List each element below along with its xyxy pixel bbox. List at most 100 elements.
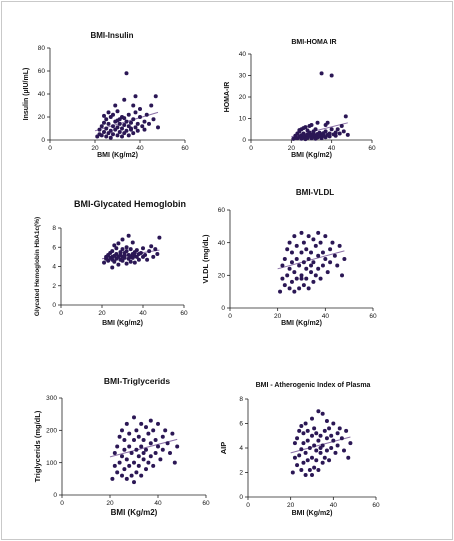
y-tick-label: 2	[52, 283, 56, 290]
data-point	[156, 444, 160, 449]
data-point	[139, 421, 144, 426]
x-tick-label: 40	[154, 500, 162, 507]
data-point	[297, 453, 302, 458]
data-point	[304, 266, 309, 271]
data-point	[117, 460, 122, 465]
data-point	[327, 131, 332, 136]
y-tick-label: 200	[46, 428, 57, 435]
data-point	[327, 458, 332, 463]
data-point	[145, 257, 150, 262]
data-point	[316, 409, 321, 414]
data-point	[122, 123, 127, 128]
x-tick-label: 0	[249, 145, 253, 152]
data-point	[108, 128, 113, 133]
data-point	[111, 124, 115, 129]
data-point	[126, 112, 131, 117]
data-point	[160, 434, 165, 439]
data-point	[314, 448, 319, 453]
data-point	[124, 476, 129, 481]
data-point	[133, 110, 138, 115]
data-point	[102, 260, 107, 265]
data-point	[144, 112, 149, 117]
data-point	[289, 279, 294, 284]
data-point	[111, 132, 115, 137]
data-point	[158, 457, 163, 462]
data-point	[115, 444, 120, 449]
data-point	[315, 120, 320, 125]
data-point	[333, 450, 338, 455]
data-point	[303, 472, 308, 477]
x-tick-label: 0	[228, 313, 232, 320]
chart-title: BMI-VLDL	[296, 188, 334, 197]
data-point	[106, 121, 111, 126]
data-point	[141, 450, 146, 455]
x-tick-label: 60	[180, 310, 188, 317]
data-point	[301, 240, 306, 245]
data-point	[311, 279, 316, 284]
data-point	[139, 444, 144, 449]
data-point	[120, 247, 125, 252]
data-point	[115, 118, 120, 123]
data-point	[115, 470, 120, 475]
y-tick-label: 80	[38, 45, 46, 52]
data-point	[153, 450, 158, 455]
trend-line	[277, 250, 345, 270]
data-point	[320, 263, 325, 268]
data-point	[132, 480, 136, 485]
data-point	[289, 260, 294, 265]
data-point	[292, 234, 297, 239]
data-point	[102, 113, 106, 118]
x-tick-label: 20	[274, 313, 282, 320]
y-tick-label: 40	[38, 91, 46, 98]
data-point	[131, 103, 136, 108]
data-point	[141, 438, 146, 443]
data-point	[280, 263, 285, 268]
data-point	[301, 126, 306, 131]
x-axis-label: BMI (Kg/m2)	[281, 320, 322, 327]
data-point	[319, 71, 324, 76]
x-axis-label: BMI (Kg/m2)	[102, 320, 143, 327]
data-point	[297, 286, 302, 291]
data-point	[313, 273, 318, 278]
data-point	[117, 434, 122, 439]
data-point	[301, 283, 306, 288]
data-point	[148, 418, 153, 423]
data-point	[316, 230, 321, 235]
data-point	[303, 421, 308, 426]
chart-title: BMI - Atherogenic Index of Plasma	[256, 382, 371, 389]
y-tick-label: 60	[38, 68, 46, 75]
y-tick-label: 40	[218, 240, 226, 247]
data-point	[301, 260, 306, 265]
data-point	[307, 446, 312, 450]
y-tick-label: 0	[41, 137, 45, 144]
y-axis-label: Insulin (µIU/mL)	[23, 68, 30, 121]
x-tick-label: 40	[330, 502, 338, 509]
data-point	[136, 434, 141, 439]
data-point	[285, 247, 290, 252]
data-point	[299, 468, 304, 473]
y-tick-label: 0	[221, 305, 225, 312]
data-point	[301, 431, 306, 436]
data-point	[136, 257, 141, 262]
data-point	[306, 286, 311, 291]
data-point	[147, 249, 152, 254]
data-point	[126, 233, 131, 238]
x-tick-label: 60	[369, 313, 377, 320]
data-point	[151, 254, 156, 259]
data-point	[329, 433, 334, 438]
data-point	[153, 247, 158, 252]
y-axis-label: Triglycerids (mg/dL)	[33, 410, 42, 482]
data-point	[135, 128, 140, 133]
data-point	[127, 431, 132, 436]
data-point	[122, 253, 127, 258]
data-point	[312, 465, 317, 470]
data-point	[342, 257, 347, 261]
y-tick-label: 8	[52, 225, 56, 232]
data-point	[151, 117, 156, 122]
data-point	[134, 248, 139, 253]
x-tick-label: 60	[181, 145, 189, 152]
chart-title: BMI-Triglycerids	[104, 376, 170, 386]
data-point	[155, 251, 160, 256]
data-point	[146, 460, 151, 465]
